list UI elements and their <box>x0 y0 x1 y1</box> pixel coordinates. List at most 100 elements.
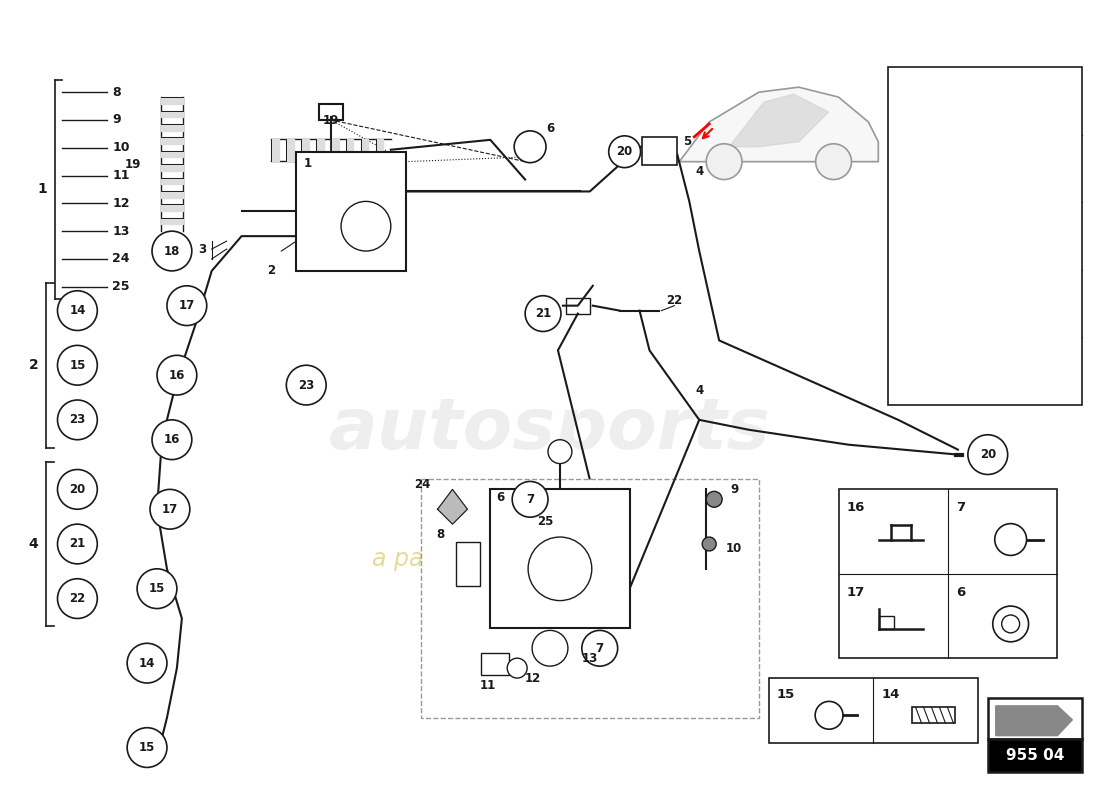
Text: 18: 18 <box>900 365 918 378</box>
Circle shape <box>57 470 97 510</box>
Text: 6: 6 <box>546 122 554 135</box>
Circle shape <box>528 537 592 601</box>
Text: 22: 22 <box>69 592 86 605</box>
Circle shape <box>815 702 843 729</box>
Text: 20: 20 <box>616 146 632 158</box>
Bar <box>456 542 481 586</box>
Text: 18: 18 <box>164 245 180 258</box>
Text: 14: 14 <box>881 688 900 701</box>
Circle shape <box>993 606 1028 642</box>
Polygon shape <box>376 139 383 161</box>
Polygon shape <box>161 138 183 144</box>
Text: 6: 6 <box>956 586 965 598</box>
Text: 9: 9 <box>730 483 738 496</box>
Polygon shape <box>316 139 323 161</box>
Bar <box>988 698 1082 739</box>
Text: 24: 24 <box>112 253 130 266</box>
Circle shape <box>507 658 527 678</box>
Text: 15: 15 <box>777 688 795 701</box>
Bar <box>319 104 343 120</box>
Text: 25: 25 <box>537 514 553 528</box>
Text: 10: 10 <box>726 542 742 555</box>
Circle shape <box>150 490 190 529</box>
Circle shape <box>57 346 97 385</box>
Text: 14: 14 <box>69 304 86 317</box>
Polygon shape <box>361 139 368 161</box>
Circle shape <box>152 420 191 459</box>
Circle shape <box>128 728 167 767</box>
Text: 24: 24 <box>415 478 431 491</box>
Polygon shape <box>161 191 183 198</box>
Polygon shape <box>161 204 183 211</box>
Text: 4: 4 <box>695 383 703 397</box>
Circle shape <box>167 286 207 326</box>
Text: 17: 17 <box>178 299 195 312</box>
Circle shape <box>582 630 618 666</box>
Text: 23: 23 <box>900 94 918 107</box>
Bar <box>889 67 1082 405</box>
Polygon shape <box>996 706 1072 736</box>
Polygon shape <box>438 490 468 524</box>
Text: 2: 2 <box>29 358 38 372</box>
Text: 6: 6 <box>496 491 505 504</box>
Text: 14: 14 <box>139 657 155 670</box>
Circle shape <box>548 440 572 463</box>
Text: 10: 10 <box>112 142 130 154</box>
Text: autosports: autosports <box>329 395 771 464</box>
Polygon shape <box>680 87 878 162</box>
Circle shape <box>706 144 743 179</box>
Text: 16: 16 <box>847 502 865 514</box>
Text: 15: 15 <box>139 741 155 754</box>
Text: 22: 22 <box>900 162 918 175</box>
Circle shape <box>1002 615 1020 633</box>
Text: 13: 13 <box>112 225 130 238</box>
Polygon shape <box>301 139 309 161</box>
Circle shape <box>341 202 390 251</box>
Text: 20: 20 <box>900 297 918 310</box>
Text: 23: 23 <box>69 414 86 426</box>
Text: 4: 4 <box>695 165 703 178</box>
Bar <box>769 678 978 742</box>
Polygon shape <box>161 178 183 184</box>
Text: 1: 1 <box>37 182 47 197</box>
Circle shape <box>702 537 716 551</box>
Polygon shape <box>161 150 183 158</box>
Text: 23: 23 <box>298 378 315 392</box>
Polygon shape <box>161 124 183 130</box>
Circle shape <box>706 491 722 507</box>
Text: 11: 11 <box>112 169 130 182</box>
Text: 15: 15 <box>148 582 165 595</box>
Text: 9: 9 <box>112 114 121 126</box>
Text: 21: 21 <box>535 307 551 320</box>
Bar <box>482 654 509 675</box>
Polygon shape <box>729 94 828 146</box>
Circle shape <box>968 434 1008 474</box>
Bar <box>988 739 1082 772</box>
Circle shape <box>157 355 197 395</box>
Circle shape <box>57 290 97 330</box>
Text: 20: 20 <box>980 448 996 461</box>
Text: 955 04: 955 04 <box>1005 748 1064 763</box>
Text: 17: 17 <box>162 502 178 516</box>
Text: 25: 25 <box>112 280 130 294</box>
Bar <box>972 158 998 178</box>
Bar <box>912 707 956 723</box>
Text: 19: 19 <box>124 158 141 170</box>
Text: 5: 5 <box>683 135 692 148</box>
Circle shape <box>975 238 991 254</box>
Text: 21: 21 <box>69 538 86 550</box>
Circle shape <box>57 400 97 440</box>
Text: 12: 12 <box>112 197 130 210</box>
Text: 7: 7 <box>526 493 535 506</box>
Polygon shape <box>346 139 353 161</box>
Circle shape <box>994 524 1026 555</box>
Bar <box>491 490 629 629</box>
Polygon shape <box>161 97 183 104</box>
Bar <box>565 298 590 314</box>
Bar <box>879 616 894 629</box>
Bar <box>838 490 1057 658</box>
Polygon shape <box>161 164 183 171</box>
Text: 8: 8 <box>112 86 121 98</box>
Text: 13: 13 <box>582 652 598 665</box>
Text: 19: 19 <box>323 114 339 127</box>
